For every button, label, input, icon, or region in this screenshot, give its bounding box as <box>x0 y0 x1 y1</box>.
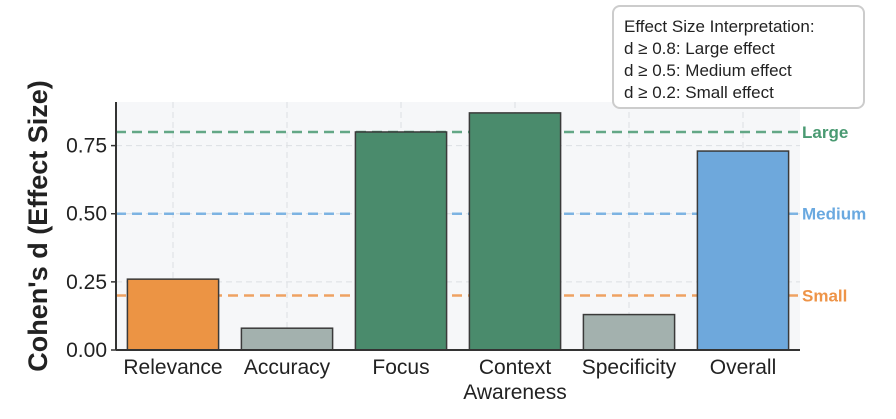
x-tick-label-focus: Focus <box>372 356 429 379</box>
interpretation-medium: d ≥ 0.5: Medium effect <box>624 61 792 80</box>
x-tick-label-relevance: Relevance <box>123 356 222 379</box>
bar-specificity <box>582 313 676 351</box>
y-tick-label: 0.00 <box>66 339 107 362</box>
effect-size-interpretation-box: Effect Size Interpretation: d ≥ 0.8: Lar… <box>612 5 865 109</box>
bar-accuracy <box>240 327 334 351</box>
x-tick-label-specificity: Specificity <box>582 356 677 379</box>
axes <box>115 102 800 351</box>
plot-area-background <box>116 102 800 350</box>
bar-relevance <box>126 278 220 351</box>
bar-context-awareness <box>468 112 562 351</box>
bar-overall <box>696 150 790 351</box>
bar-focus <box>354 131 448 351</box>
y-axis-label: Cohen's d (Effect Size) <box>23 80 53 371</box>
reference-label-large: Large <box>802 123 848 142</box>
x-tick-label-context-awareness: Context Awareness <box>463 356 567 404</box>
y-tick-label: 0.25 <box>66 271 107 294</box>
bars <box>126 112 790 351</box>
y-tick-label: 0.75 <box>66 135 107 158</box>
interpretation-small: d ≥ 0.2: Small effect <box>624 83 774 102</box>
x-tick-label-overall: Overall <box>710 356 777 379</box>
x-ticks: Relevance Accuracy Focus Context Awareness Sp… <box>123 356 776 404</box>
x-tick-label-accuracy: Accuracy <box>244 356 331 379</box>
interpretation-large: d ≥ 0.8: Large effect <box>624 39 775 58</box>
y-ticks: 0.00 0.25 0.50 0.75 <box>66 135 116 362</box>
y-tick-label: 0.50 <box>66 203 107 226</box>
reference-lines: Large Medium Small <box>116 123 866 305</box>
reference-label-medium: Medium <box>802 205 866 224</box>
interpretation-title: Effect Size Interpretation: <box>624 17 815 36</box>
reference-label-small: Small <box>802 286 847 305</box>
